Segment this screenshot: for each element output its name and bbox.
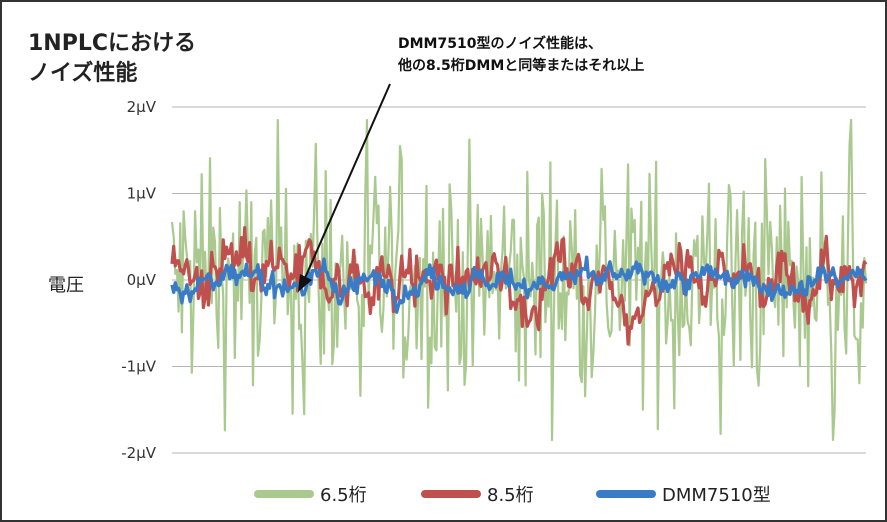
series-line-1 xyxy=(170,118,868,442)
y-tick-labels: 2µV 1µV 0µV -1µV -2µV xyxy=(121,98,156,462)
y-tick-label: 0µV xyxy=(127,271,157,289)
series-line-3 xyxy=(170,255,868,314)
y-tick-label: -1µV xyxy=(121,358,156,376)
series-group xyxy=(170,118,868,442)
annotation-line1: DMM7510型のノイズ性能は、 xyxy=(398,35,602,52)
y-tick-label: 1µV xyxy=(127,185,157,203)
y-tick-label: 2µV xyxy=(127,98,157,116)
y-axis-label: 電圧 xyxy=(48,275,84,296)
legend-label: DMM7510型 xyxy=(662,485,771,506)
series-line-2 xyxy=(170,226,868,346)
annotation-arrow xyxy=(298,83,391,292)
annotation-line2: 他の8.5桁DMMと同等またはそれ以上 xyxy=(397,57,644,74)
chart-title-line2: ノイズ性能 xyxy=(28,60,137,86)
y-tick-label: -2µV xyxy=(121,444,156,462)
legend: 6.5桁 8.5桁 DMM7510型 xyxy=(254,485,771,506)
legend-label: 8.5桁 xyxy=(487,485,534,506)
chart-title-line1: 1NPLCにおける xyxy=(28,31,196,56)
legend-label: 6.5桁 xyxy=(320,485,367,506)
